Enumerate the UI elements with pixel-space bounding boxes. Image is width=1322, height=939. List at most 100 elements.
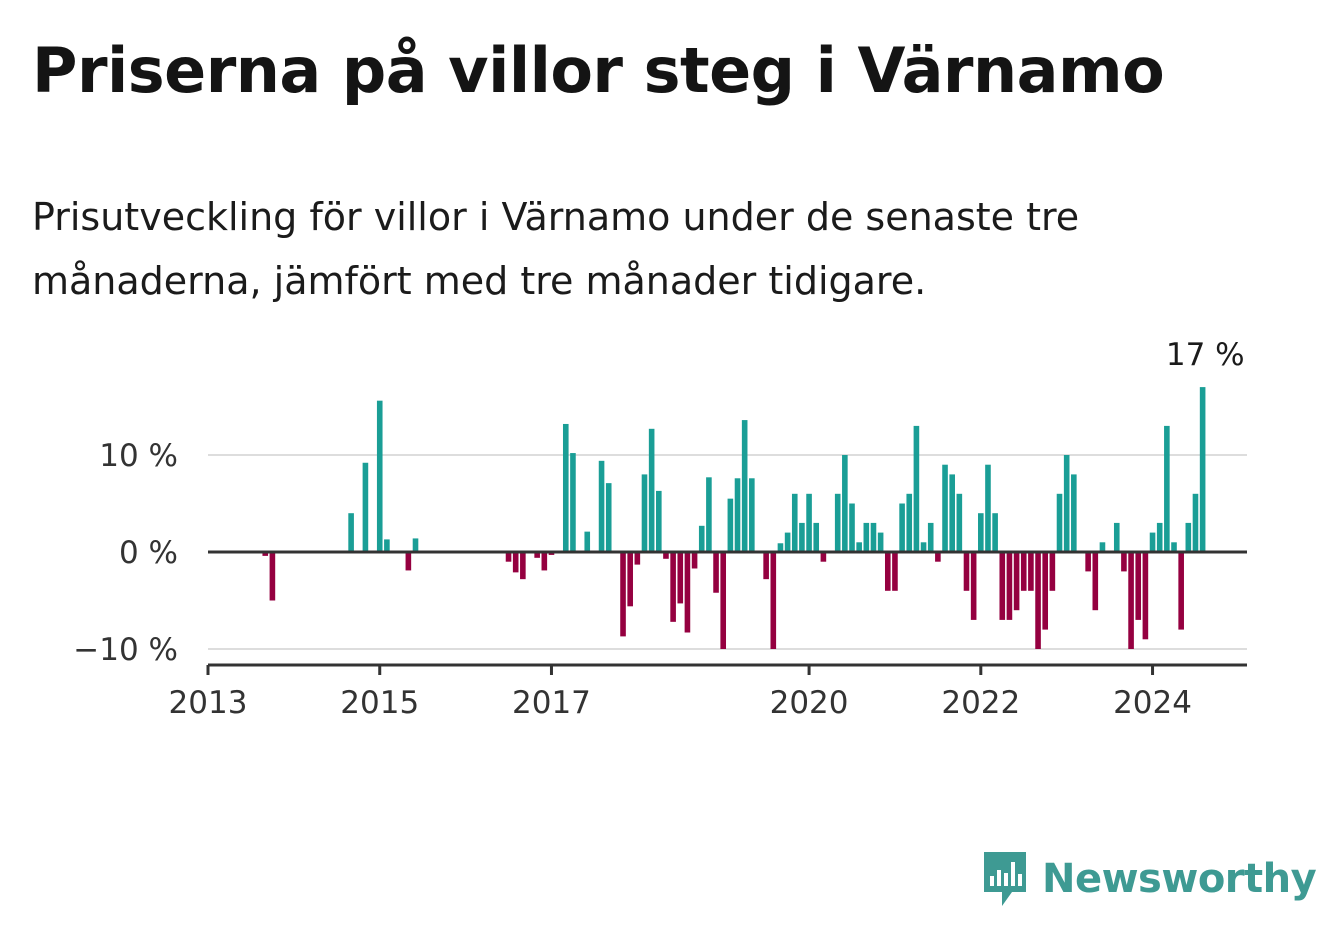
bar	[1113, 522, 1120, 552]
bar	[505, 552, 512, 562]
bar	[992, 513, 998, 552]
bar	[570, 453, 576, 552]
bar	[670, 552, 676, 622]
bar	[784, 532, 791, 552]
bar	[1056, 493, 1063, 552]
bar	[791, 493, 798, 552]
bar	[1028, 552, 1034, 591]
bar	[927, 522, 934, 552]
bar	[713, 552, 719, 593]
bar	[663, 552, 669, 559]
bar	[412, 538, 419, 552]
bar	[913, 425, 920, 552]
bar	[262, 552, 269, 556]
bar	[562, 423, 569, 552]
bar	[970, 552, 977, 620]
bar	[842, 455, 848, 552]
bar	[1006, 552, 1013, 620]
bar	[691, 552, 698, 569]
bar	[1063, 455, 1070, 552]
bar	[1185, 522, 1192, 552]
bar-chart-speech-bubble-icon	[984, 852, 1026, 906]
bar	[856, 542, 862, 552]
bar	[1085, 552, 1091, 572]
bar	[348, 513, 354, 552]
bar	[813, 522, 820, 552]
bar	[1135, 552, 1142, 620]
bar	[963, 552, 970, 591]
bar	[269, 552, 276, 601]
bar	[978, 513, 984, 552]
bar	[734, 478, 741, 552]
bar	[770, 552, 777, 649]
x-tick-label: 2017	[512, 685, 591, 721]
bar	[1099, 542, 1106, 552]
bar	[741, 420, 748, 552]
x-tick-label: 2024	[1113, 685, 1192, 721]
bar	[620, 552, 626, 637]
bar	[949, 474, 955, 552]
bar	[877, 532, 884, 552]
bar-chart: 10 % 0 % −10 % 2013 2015 2017 2020 2022 2024 17 %	[73, 337, 1247, 721]
bar	[1071, 474, 1077, 552]
y-tick-label: 10 %	[99, 438, 178, 474]
bar	[512, 552, 519, 573]
bar	[684, 552, 691, 633]
bar	[870, 522, 877, 552]
bar	[1121, 552, 1127, 572]
bar	[648, 428, 655, 552]
bar	[634, 552, 641, 565]
bar	[1042, 552, 1049, 630]
x-tick-label: 2020	[770, 685, 849, 721]
bar	[720, 552, 727, 649]
bar	[892, 552, 898, 591]
bar	[1128, 552, 1134, 649]
bar	[384, 539, 390, 552]
bar	[584, 531, 591, 552]
last-value-label: 17 %	[1166, 337, 1245, 373]
bar	[834, 493, 841, 552]
chart-subtitle: Prisutveckling för villor i Värnamo unde…	[32, 195, 1080, 303]
bar	[1013, 552, 1020, 611]
bar	[942, 464, 948, 552]
bar	[1149, 532, 1156, 552]
bar	[863, 522, 870, 552]
bar	[884, 552, 891, 591]
bar	[1142, 552, 1149, 640]
bar	[627, 552, 633, 607]
bar	[727, 498, 734, 552]
bar	[520, 552, 526, 580]
bar	[777, 543, 784, 552]
bar	[849, 503, 855, 552]
bar	[677, 552, 684, 604]
bar	[985, 464, 991, 552]
x-tick-label: 2013	[169, 685, 248, 721]
bar	[1049, 552, 1056, 591]
bar	[1092, 552, 1099, 611]
bar	[1164, 425, 1170, 552]
bar	[820, 552, 827, 562]
bar	[1156, 522, 1163, 552]
y-tick-label: −10 %	[73, 632, 178, 668]
bar	[1020, 552, 1027, 591]
bar	[362, 462, 369, 552]
bar	[1199, 387, 1206, 552]
bar	[1171, 542, 1177, 552]
bar	[749, 478, 755, 552]
bar	[698, 525, 705, 552]
bar	[763, 552, 769, 580]
bar	[1178, 552, 1184, 630]
newsworthy-logo: Newsworthy	[980, 848, 1317, 910]
bar	[405, 552, 412, 571]
bar	[899, 503, 905, 552]
bar	[605, 483, 612, 552]
bar	[956, 493, 963, 552]
bar	[706, 477, 712, 552]
bar	[1192, 493, 1199, 552]
bar	[376, 400, 383, 552]
bar	[641, 474, 648, 552]
x-tick-label: 2015	[340, 685, 419, 721]
bar	[598, 460, 605, 552]
y-tick-label: 0 %	[119, 535, 178, 571]
bar	[1035, 552, 1041, 649]
